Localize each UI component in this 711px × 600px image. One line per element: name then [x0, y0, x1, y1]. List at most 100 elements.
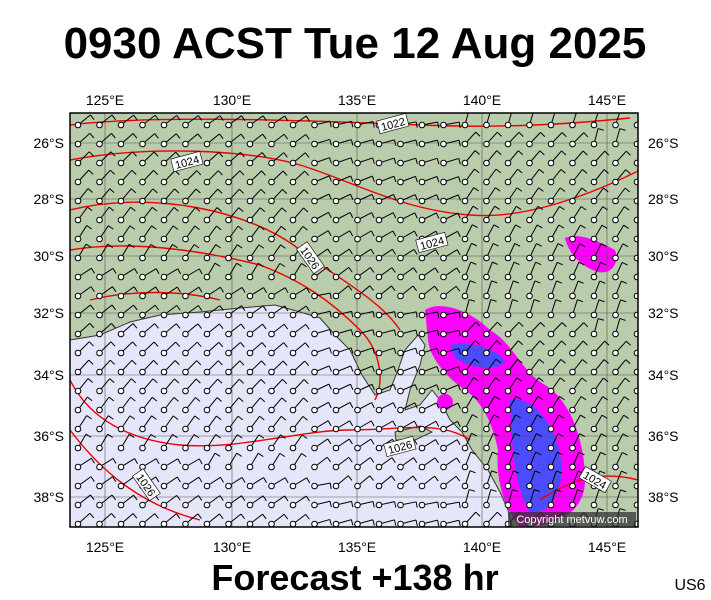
barb-station — [225, 406, 232, 414]
barb-station — [203, 216, 211, 224]
barb-station — [526, 463, 533, 471]
barb-station — [96, 159, 103, 167]
barb-station — [526, 197, 533, 205]
barb-flag — [195, 207, 201, 212]
barb-flag — [260, 378, 266, 384]
barb-station — [332, 254, 340, 262]
barb-flag — [197, 513, 202, 519]
barb-station — [547, 482, 555, 490]
barb-flag — [87, 188, 93, 193]
barb-flag — [304, 152, 310, 158]
barb-flag — [561, 132, 567, 138]
barb-flag — [262, 115, 267, 122]
barb-flag — [262, 323, 267, 330]
barb-flag — [175, 133, 181, 139]
barb-flag — [516, 377, 523, 382]
barb-flag — [619, 508, 626, 511]
barb-station — [332, 368, 340, 376]
barb-station — [139, 520, 146, 527]
barb-station — [633, 444, 638, 452]
barb-flag — [415, 348, 418, 355]
barb-station — [504, 501, 512, 509]
barb-flag — [132, 513, 138, 519]
barb-flag — [107, 433, 113, 438]
barb-station — [418, 159, 426, 167]
barb-flag — [625, 359, 631, 364]
barb-flag — [458, 366, 461, 373]
barb-station — [633, 140, 638, 148]
barb-flag — [513, 470, 519, 474]
barb-flag — [372, 157, 375, 164]
barb-flag — [458, 176, 461, 183]
barb-station — [332, 349, 340, 357]
barb-flag — [111, 323, 116, 329]
barb-flag — [513, 280, 519, 284]
barb-flag — [175, 341, 181, 347]
barb-flag — [372, 329, 375, 336]
barb-station — [268, 197, 275, 205]
barb-flag — [536, 224, 543, 229]
barb-flag — [556, 470, 563, 474]
barb-station — [612, 216, 619, 224]
barb-station — [633, 330, 638, 338]
barb-flag — [112, 458, 117, 464]
barb-flag — [174, 378, 180, 384]
barb-station — [354, 292, 361, 300]
barb-flag — [413, 249, 418, 255]
frame — [69, 112, 639, 528]
barb-station — [160, 140, 168, 148]
barb-flag — [217, 378, 223, 384]
barb-station — [332, 501, 340, 509]
barb-station — [246, 121, 254, 129]
barb-flag — [350, 139, 354, 146]
barb-flag — [219, 287, 224, 293]
barb-flag — [239, 170, 245, 176]
barb-station — [397, 159, 404, 167]
barb-flag — [216, 397, 222, 402]
barb-flag — [305, 495, 310, 502]
barb-station — [203, 235, 211, 243]
barb-station — [246, 463, 254, 471]
barb-flag — [393, 384, 397, 391]
barb-flag — [351, 121, 354, 128]
barb-flag — [198, 458, 203, 465]
barb-station — [397, 425, 404, 433]
barb-flag — [259, 207, 266, 213]
barb-flag — [329, 329, 332, 336]
barb-flag — [536, 433, 542, 437]
barb-station — [160, 349, 168, 357]
barb-flag — [112, 286, 117, 292]
barb-flag — [472, 414, 478, 419]
barb-station — [590, 406, 598, 414]
lat-label: 38°S — [648, 489, 679, 505]
barb-station — [526, 311, 533, 319]
barb-station — [483, 159, 490, 167]
barb-flag — [434, 457, 439, 464]
barb-flag — [556, 280, 563, 284]
barb-flag — [219, 133, 224, 140]
barb-flag — [327, 248, 332, 255]
barb-flag — [90, 268, 95, 274]
barb-flag — [370, 248, 375, 255]
barb-station — [483, 482, 490, 490]
barb-station — [203, 425, 211, 433]
barb-flag — [491, 110, 497, 112]
barb-flag — [305, 115, 310, 122]
barb-station — [268, 292, 275, 300]
barb-flag — [89, 132, 95, 139]
barb-station — [354, 444, 361, 452]
barb-flag — [372, 121, 375, 128]
barb-flag — [536, 414, 543, 419]
barb-flag — [623, 224, 629, 229]
barb-flag — [217, 170, 223, 176]
barb-flag — [194, 415, 200, 420]
barb-station — [74, 349, 82, 357]
barb-flag — [258, 434, 265, 439]
lat-label: 34°S — [648, 367, 679, 383]
barb-flag — [600, 451, 607, 456]
barb-station — [547, 292, 555, 300]
barb-flag — [582, 150, 588, 156]
sea — [70, 304, 513, 527]
barb-station — [526, 482, 533, 490]
barb-flag — [533, 299, 540, 303]
